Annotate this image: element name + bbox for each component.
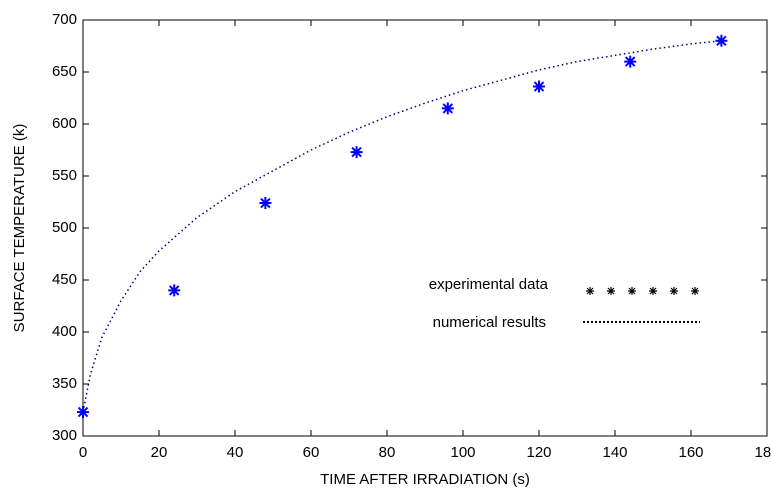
data-point: [441, 102, 454, 115]
data-point: [715, 34, 728, 47]
x-tick-label: 40: [227, 444, 244, 461]
y-tick-label: 700: [52, 11, 77, 28]
legend-key-stars: [586, 287, 699, 295]
y-tick-label: 600: [52, 115, 77, 132]
legend-label: numerical results: [433, 314, 546, 331]
x-axis-label: TIME AFTER IRRADIATION (s): [320, 471, 530, 488]
data-point: [533, 80, 545, 93]
y-tick-label: 400: [52, 323, 77, 340]
y-tick-label: 650: [52, 63, 77, 80]
y-axis-label: SURFACE TEMPERATURE (k): [11, 124, 28, 333]
y-tick-label: 300: [52, 427, 77, 444]
legend-label: experimental data: [429, 276, 549, 293]
data-point: [350, 146, 363, 159]
y-tick-label: 550: [52, 167, 77, 184]
x-tick-label: 180: [754, 444, 771, 461]
x-tick-label: 100: [450, 444, 475, 461]
x-tick-label: 80: [379, 444, 396, 461]
x-tick-label: 120: [526, 444, 551, 461]
y-tick-label: 500: [52, 219, 77, 236]
x-tick-label: 0: [79, 444, 87, 461]
x-tick-label: 60: [303, 444, 320, 461]
y-tick-label: 350: [52, 375, 77, 392]
data-point: [168, 284, 181, 297]
data-point: [259, 197, 272, 210]
y-tick-label: 450: [52, 271, 77, 288]
data-point: [624, 55, 637, 68]
x-tick-label: 20: [151, 444, 168, 461]
x-tick-label: 140: [602, 444, 627, 461]
x-tick-label: 160: [678, 444, 703, 461]
line-series: [82, 40, 722, 413]
